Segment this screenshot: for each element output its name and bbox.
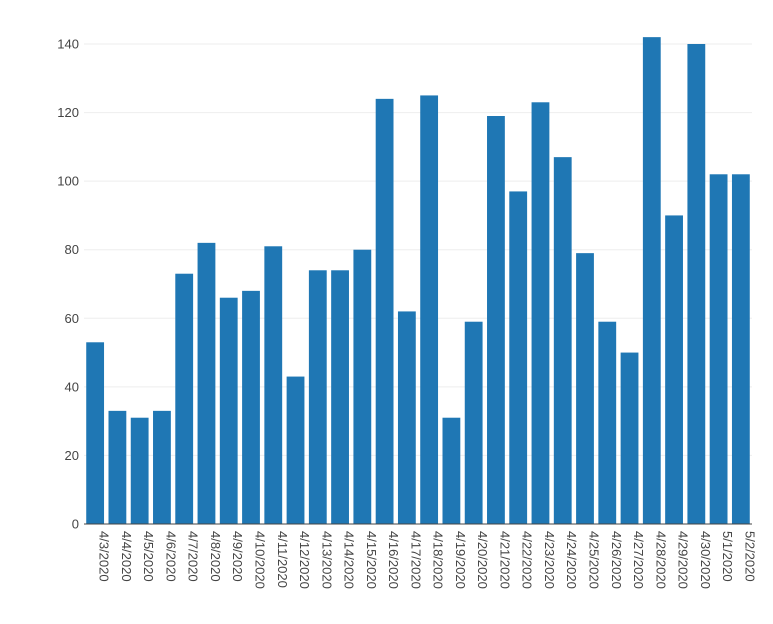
bar-4/20/2020[interactable]	[464, 321, 483, 524]
x-tick-label: 4/8/2020	[208, 531, 223, 582]
bar-4/5/2020[interactable]	[130, 417, 149, 524]
bar-4/7/2020[interactable]	[175, 273, 194, 524]
x-tick-label: 4/21/2020	[497, 531, 512, 589]
bar-4/17/2020[interactable]	[397, 311, 416, 524]
bar-4/27/2020[interactable]	[620, 352, 639, 524]
bar-4/15/2020[interactable]	[353, 249, 372, 524]
x-tick-label: 4/3/2020	[97, 531, 112, 582]
x-tick-label: 4/24/2020	[564, 531, 579, 589]
x-tick-label: 4/29/2020	[676, 531, 691, 589]
bar-4/8/2020[interactable]	[197, 242, 216, 524]
x-tick-label: 5/2/2020	[742, 531, 757, 582]
x-tick-label: 5/1/2020	[720, 531, 735, 582]
x-tick-label: 4/7/2020	[186, 531, 201, 582]
bar-4/25/2020[interactable]	[576, 253, 594, 524]
x-tick-label: 4/6/2020	[163, 531, 178, 582]
y-tick-label: 0	[72, 517, 79, 532]
x-tick-label: 4/26/2020	[609, 531, 624, 589]
bar-4/21/2020[interactable]	[487, 116, 505, 524]
y-tick-label: 100	[57, 174, 79, 189]
x-axis-tick-labels: 4/3/2020 4/4/2020 4/5/2020 4/6/2020 4/7/2020…	[97, 531, 758, 589]
x-tick-label: 4/22/2020	[520, 531, 535, 589]
bars	[86, 37, 750, 525]
gridlines	[84, 43, 752, 456]
x-tick-label: 4/27/2020	[631, 531, 646, 589]
x-tick-label: 4/23/2020	[542, 531, 557, 589]
bar-4/24/2020[interactable]	[553, 157, 572, 524]
bar-4/9/2020[interactable]	[219, 297, 238, 524]
x-tick-label: 4/19/2020	[453, 531, 468, 589]
bar-4/19/2020[interactable]	[442, 417, 461, 524]
x-tick-label: 4/16/2020	[386, 531, 401, 589]
bar-4/16/2020[interactable]	[375, 98, 394, 524]
x-tick-label: 4/5/2020	[141, 531, 156, 582]
bar-5/2/2020[interactable]	[731, 174, 750, 525]
x-tick-label: 4/28/2020	[653, 531, 668, 589]
bar-4/10/2020[interactable]	[242, 290, 260, 524]
bar-4/11/2020[interactable]	[264, 246, 283, 525]
x-tick-label: 4/30/2020	[698, 531, 713, 589]
bar-4/30/2020[interactable]	[687, 44, 706, 524]
y-tick-label: 40	[65, 379, 79, 394]
bar-4/29/2020[interactable]	[665, 215, 683, 524]
x-tick-label: 4/9/2020	[230, 531, 245, 582]
x-tick-label: 4/4/2020	[119, 531, 134, 582]
bar-4/18/2020[interactable]	[420, 95, 439, 524]
bar-4/13/2020[interactable]	[308, 270, 327, 524]
bar-4/3/2020[interactable]	[86, 342, 105, 524]
y-tick-label: 60	[65, 311, 79, 326]
x-tick-label: 4/12/2020	[297, 531, 312, 589]
x-tick-label: 4/14/2020	[342, 531, 357, 589]
x-tick-label: 4/11/2020	[275, 531, 290, 588]
y-tick-label: 80	[65, 242, 79, 257]
bar-4/12/2020[interactable]	[286, 376, 305, 524]
x-tick-label: 4/10/2020	[253, 531, 268, 589]
bar-4/23/2020[interactable]	[531, 102, 550, 525]
bar-4/28/2020[interactable]	[642, 37, 661, 525]
x-tick-label: 4/15/2020	[364, 531, 379, 589]
bar-5/1/2020[interactable]	[709, 174, 728, 525]
x-tick-label: 4/20/2020	[475, 531, 490, 589]
y-tick-label: 140	[57, 37, 79, 52]
x-tick-label: 4/13/2020	[319, 531, 334, 589]
bar-4/22/2020[interactable]	[509, 191, 528, 524]
y-axis-tick-labels: 0 20 40 60 80 100 120 140	[57, 37, 79, 532]
bar-4/26/2020[interactable]	[598, 321, 617, 524]
bar-4/6/2020[interactable]	[153, 410, 171, 524]
x-tick-label: 4/18/2020	[431, 531, 446, 589]
x-tick-label: 4/17/2020	[408, 531, 423, 589]
bar-4/4/2020[interactable]	[108, 410, 127, 524]
bar-4/14/2020[interactable]	[331, 270, 349, 524]
y-tick-label: 20	[65, 448, 79, 463]
x-tick-label: 4/25/2020	[587, 531, 602, 589]
y-tick-label: 120	[57, 105, 79, 120]
